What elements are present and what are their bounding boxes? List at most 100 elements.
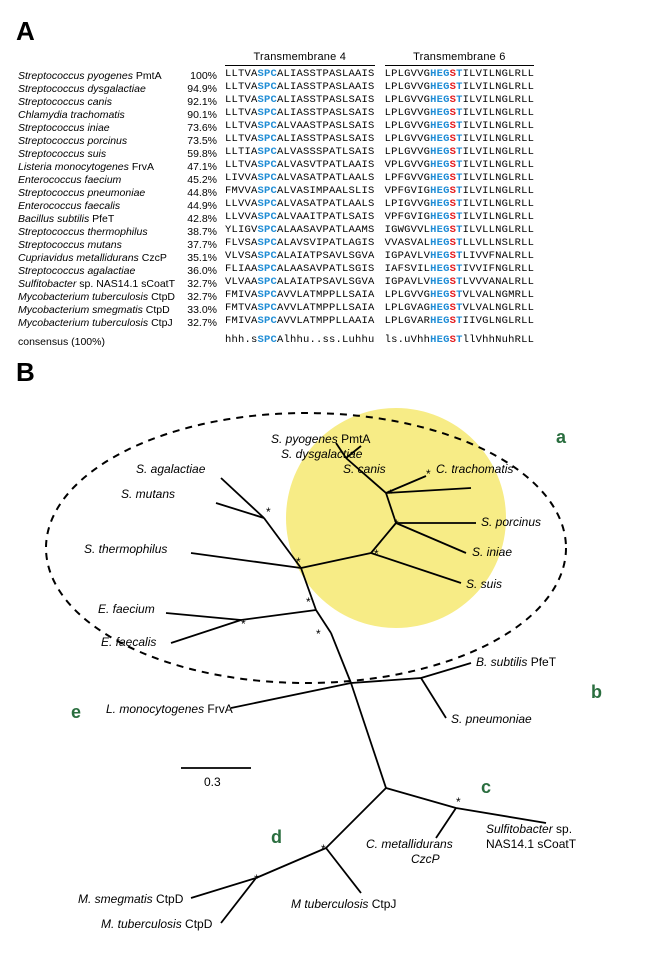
species-name: Chlamydia trachomatis bbox=[18, 109, 175, 122]
tm6-sequence: VPFGVIGHEGSTILVILNGLRLL bbox=[385, 185, 535, 198]
label-l-mono: L. monocytogenes bbox=[106, 702, 204, 716]
svg-text:*: * bbox=[296, 555, 301, 569]
label-s-agalactiae: S. agalactiae bbox=[136, 462, 206, 476]
alignment-table: Streptococcus pyogenes PmtAStreptococcus… bbox=[18, 51, 656, 349]
percent-identity: 42.8% bbox=[177, 213, 217, 226]
species-name: Cupriavidus metallidurans CzcP bbox=[18, 252, 175, 265]
tm4-sequence: FMTVASPCAVVLATMPPLLSAIA bbox=[225, 302, 375, 315]
species-name: Streptococcus agalactiae bbox=[18, 265, 175, 278]
species-name: Streptococcus canis bbox=[18, 96, 175, 109]
species-name: Streptococcus thermophilus bbox=[18, 226, 175, 239]
svg-text:*: * bbox=[321, 842, 326, 856]
label-m-tub-j: M tuberculosis bbox=[291, 897, 368, 911]
label-l-mono-suf: FrvA bbox=[207, 702, 232, 716]
svg-text:S. pyogenes PmtA: S. pyogenes PmtA bbox=[271, 432, 370, 446]
label-s-thermophilus: S. thermophilus bbox=[84, 542, 167, 556]
percent-identity: 90.1% bbox=[177, 109, 217, 122]
label-m-tub-j-suf: CtpJ bbox=[372, 897, 397, 911]
label-c-metallidurans: C. metallidurans bbox=[366, 837, 453, 851]
tm4-sequence: LLTVASPCALVAASTPASLSAIS bbox=[225, 120, 375, 133]
svg-text:*: * bbox=[394, 517, 399, 531]
percent-identity: 33.0% bbox=[177, 304, 217, 317]
svg-text:Sulfitobacter sp.: Sulfitobacter sp. bbox=[486, 822, 572, 836]
label-s-pyogenes: S. pyogenes bbox=[271, 432, 338, 446]
tm6-header: Transmembrane 6 bbox=[385, 51, 535, 66]
species-name: Streptococcus pyogenes PmtA bbox=[18, 70, 175, 83]
svg-text:S. iniae: S. iniae bbox=[472, 545, 512, 559]
clade-b-label: b bbox=[591, 682, 602, 702]
label-s-suis: S. suis bbox=[466, 577, 502, 591]
tm6-sequence: IGWGVVLHEGSTILVLLNGLRLL bbox=[385, 224, 535, 237]
svg-text:E. faecalis: E. faecalis bbox=[101, 635, 156, 649]
species-name: Streptococcus dysgalactiae bbox=[18, 83, 175, 96]
tm6-sequence: IGPAVLVHEGSTLVVVANALRLL bbox=[385, 276, 535, 289]
tm6-sequence: LPLGVVGHEGSTILVILNGLRLL bbox=[385, 146, 535, 159]
species-name: Streptococcus pneumoniae bbox=[18, 187, 175, 200]
tm6-consensus: ls.uVhhHEGSTllVhhNuhRLL bbox=[385, 334, 535, 347]
svg-text:E. faecium: E. faecium bbox=[98, 602, 155, 616]
panel-a-label: A bbox=[16, 16, 656, 47]
tm6-sequence: LPLGVVGHEGSTILVILNGLRLL bbox=[385, 94, 535, 107]
species-name: Enterococcus faecium bbox=[18, 174, 175, 187]
percent-identity: 73.6% bbox=[177, 122, 217, 135]
label-b-subtilis-suf: PfeT bbox=[531, 655, 557, 669]
species-name: Streptococcus mutans bbox=[18, 239, 175, 252]
species-name: Mycobacterium tuberculosis CtpD bbox=[18, 291, 175, 304]
species-name: Bacillus subtilis PfeT bbox=[18, 213, 175, 226]
svg-text:C. metallidurans: C. metallidurans bbox=[366, 837, 453, 851]
consensus-label: consensus (100%) bbox=[18, 336, 175, 349]
tm4-sequence: VLVSASPCALAIATPSAVLSGVA bbox=[225, 250, 375, 263]
svg-text:B. subtilis PfeT: B. subtilis PfeT bbox=[476, 655, 557, 669]
svg-text:*: * bbox=[316, 627, 321, 641]
tm6-sequence: VVASVALHEGSTLLVLLNSLRLL bbox=[385, 237, 535, 250]
svg-text:*: * bbox=[306, 595, 311, 609]
tm4-column: Transmembrane 4LLTVASPCALIASSTPASLAAISLL… bbox=[225, 51, 375, 349]
label-m-tub-d: M. tuberculosis bbox=[101, 917, 182, 931]
tm4-sequence: FMIVASPCAVVLATMPPLLAAIA bbox=[225, 315, 375, 328]
percent-identity: 73.5% bbox=[177, 135, 217, 148]
tm4-sequence: LLTVASPCALIASSTPASLSAIS bbox=[225, 94, 375, 107]
tm6-column: Transmembrane 6LPLGVVGHEGSTILVILNGLRLLLP… bbox=[385, 51, 535, 349]
species-name: Enterococcus faecalis bbox=[18, 200, 175, 213]
label-s-pneumoniae: S. pneumoniae bbox=[451, 712, 532, 726]
tm4-sequence: LLTVASPCALIASSTPASLAAIS bbox=[225, 81, 375, 94]
svg-text:*: * bbox=[426, 467, 431, 481]
percent-identity: 32.7% bbox=[177, 278, 217, 291]
tm6-sequence: LPLGVVGHEGSTVLVALNGMRLL bbox=[385, 289, 535, 302]
percent-identity: 35.1% bbox=[177, 252, 217, 265]
svg-text:*: * bbox=[266, 505, 271, 519]
tm4-sequence: LLTVASPCALIASSTPASLSAIS bbox=[225, 107, 375, 120]
svg-text:S. dysgalactiae: S. dysgalactiae bbox=[281, 447, 363, 461]
tm4-consensus: hhh.sSPCAlhhu..ss.Luhhu bbox=[225, 334, 375, 347]
svg-text:S. mutans: S. mutans bbox=[121, 487, 175, 501]
tm6-sequence: IAFSVILHEGSTIVVIFNGLRLL bbox=[385, 263, 535, 276]
tm4-sequence: FMVVASPCALVASIMPAALSLIS bbox=[225, 185, 375, 198]
tm6-sequence: LPLGVVGHEGSTILVILNGLRLL bbox=[385, 120, 535, 133]
tm4-sequence: LLTIASPCALVASSSPATLSAIS bbox=[225, 146, 375, 159]
tm4-sequence: LLTVASPCALIASSTPASLSAIS bbox=[225, 133, 375, 146]
label-s-mutans: S. mutans bbox=[121, 487, 175, 501]
panel-b: B bbox=[16, 357, 656, 948]
percent-identity: 45.2% bbox=[177, 174, 217, 187]
svg-text:C. trachomatis: C. trachomatis bbox=[436, 462, 513, 476]
svg-text:NAS14.1 sCoatT: NAS14.1 sCoatT bbox=[486, 837, 577, 851]
label-m-smegmatis-suf: CtpD bbox=[156, 892, 184, 906]
phylogenetic-tree: * * * * * * * * * * * * S. agalactiae S.… bbox=[16, 388, 656, 948]
species-name: Listeria monocytogenes FrvA bbox=[18, 161, 175, 174]
tm6-sequence: LPFGVVGHEGSTILVILNGLRLL bbox=[385, 172, 535, 185]
percent-identity: 100% bbox=[177, 70, 217, 83]
label-m-smegmatis: M. smegmatis bbox=[78, 892, 153, 906]
label-s-dysgalactiae: S. dysgalactiae bbox=[281, 447, 363, 461]
percent-identity: 38.7% bbox=[177, 226, 217, 239]
tm4-sequence: LLVVASPCALVAAITPATLSAIS bbox=[225, 211, 375, 224]
tm6-sequence: LPLGVVGHEGSTILVILNGLRLL bbox=[385, 107, 535, 120]
tm4-sequence: LLTVASPCALVASVTPATLAAIS bbox=[225, 159, 375, 172]
percent-identity: 59.8% bbox=[177, 148, 217, 161]
species-name: Streptococcus iniae bbox=[18, 122, 175, 135]
clade-a-label: a bbox=[556, 427, 567, 447]
label-s-pyogenes-suf: PmtA bbox=[341, 432, 370, 446]
percent-identity-column: 100%94.9%92.1%90.1%73.6%73.5%59.8%47.1%4… bbox=[177, 51, 225, 349]
tm4-sequence: YLIGVSPCALAASAVPATLAAMS bbox=[225, 224, 375, 237]
svg-text:L. monocytogenes FrvA: L. monocytogenes FrvA bbox=[106, 702, 233, 716]
clade-c-label: c bbox=[481, 777, 491, 797]
